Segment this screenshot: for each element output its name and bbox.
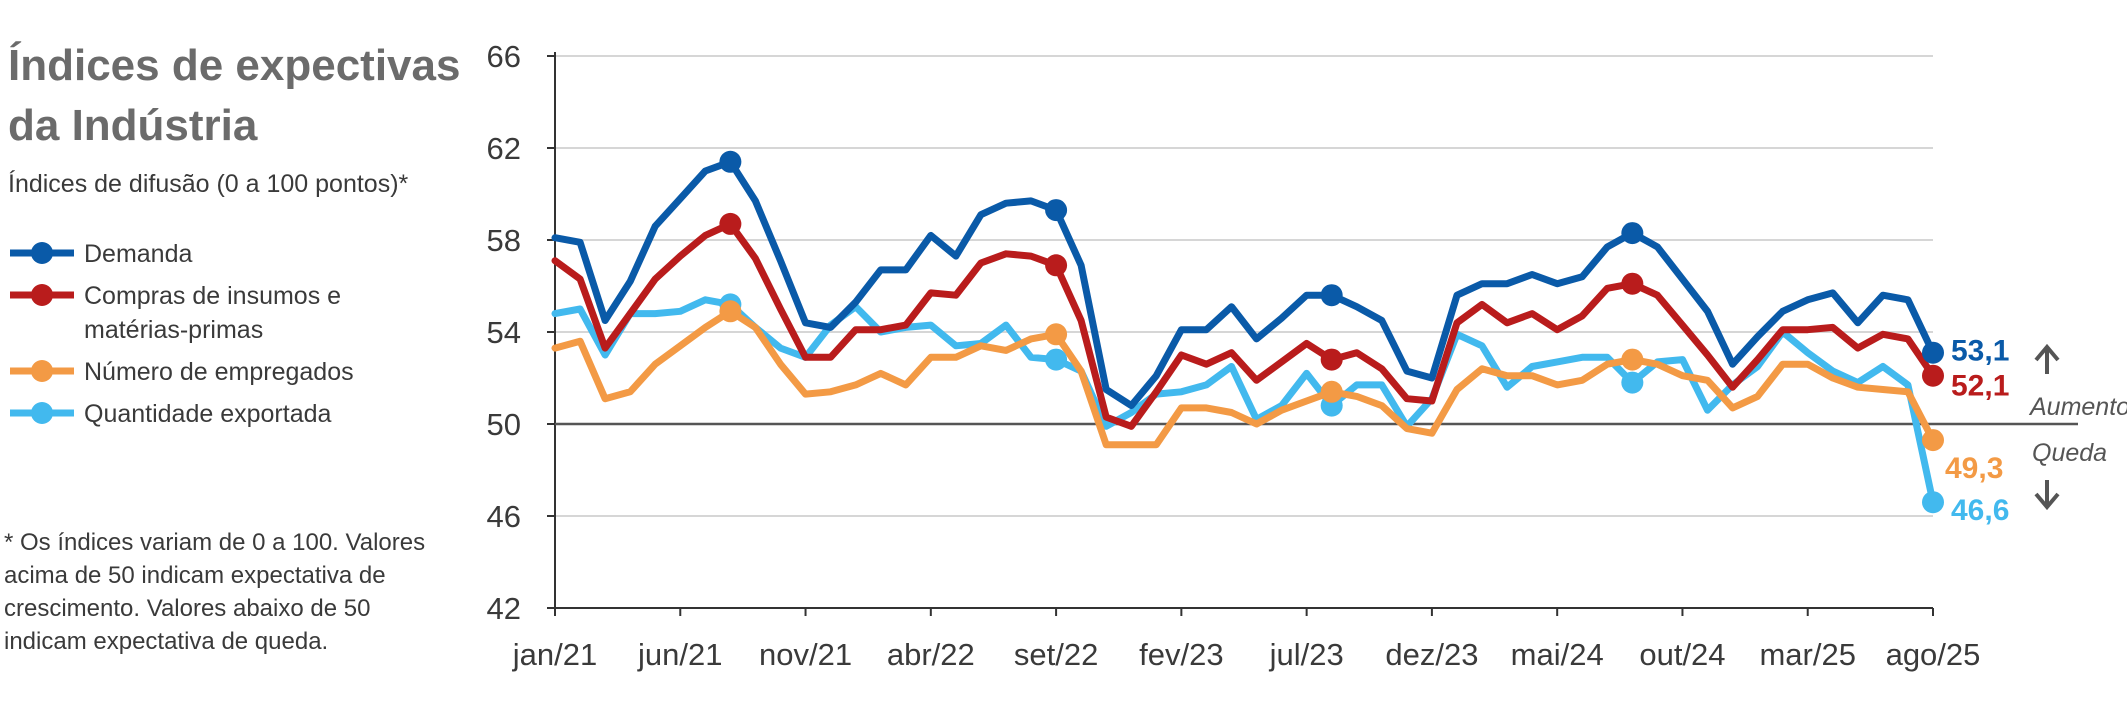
end-labels: 46,6 49,3 52,153,1 [1945, 335, 2009, 528]
series-marker-0 [1922, 341, 1944, 364]
y-tick-label: 46 [487, 499, 521, 534]
legend-label-empregados: Número de empregados [84, 358, 354, 386]
series-marker-3 [1621, 371, 1644, 394]
footnote-line-2: acima de 50 indicam expectativa de [4, 562, 386, 589]
end-label-0: 53,1 [1951, 335, 2009, 368]
x-tick-label: abr/22 [887, 637, 975, 672]
series-line-3 [551, 296, 1937, 506]
series-marker-1 [1320, 348, 1343, 371]
series-marker-2 [1922, 429, 1944, 452]
chart-title-line1: Índices de expectivas [8, 40, 460, 90]
legend-label-compras-line1: Compras de insumos e [84, 282, 341, 310]
y-tick-label: 42 [487, 591, 521, 626]
series-marker-0 [1045, 199, 1068, 222]
gridlines [555, 55, 1933, 517]
series-marker-2 [719, 300, 742, 323]
series-markers [719, 150, 1944, 514]
x-tick-label: mar/25 [1759, 637, 1855, 672]
footnote-line-3: crescimento. Valores abaixo de 50 [4, 595, 370, 622]
y-axis-ticks: 42 46 50 54 58 62 66 [487, 39, 555, 626]
series-marker-1 [1621, 272, 1644, 295]
footnote-line-4: indicam expectativa de queda. [4, 628, 328, 655]
y-tick-label: 58 [487, 223, 521, 258]
chart-title-line2: da Indústria [8, 101, 258, 150]
x-tick-label: jan/21 [512, 637, 597, 672]
x-tick-label: ago/25 [1886, 637, 1981, 672]
y-tick-label: 54 [487, 315, 521, 350]
legend-marker-compras [31, 284, 53, 306]
series-marker-0 [1621, 222, 1644, 245]
chart-subtitle: Índices de difusão (0 a 100 pontos)* [8, 169, 409, 198]
legend-label-compras-line2: matérias-primas [84, 316, 263, 344]
series-marker-3 [1045, 348, 1068, 371]
series-marker-2 [1320, 380, 1343, 403]
series-marker-0 [719, 150, 742, 173]
series-marker-3 [1922, 491, 1944, 514]
series-marker-2 [1621, 348, 1644, 371]
footnote: * Os índices variam de 0 a 100. Valores … [4, 529, 425, 655]
series-line-2 [551, 307, 1937, 449]
series-lines [551, 158, 1937, 506]
series-line-1 [551, 220, 1937, 430]
footnote-line-1: * Os índices variam de 0 a 100. Valores [4, 529, 425, 556]
zone-label-queda: Queda [2032, 439, 2107, 467]
end-label-2: 49,3 [1945, 452, 2003, 485]
x-axis-ticks: jan/21 jun/21 nov/21 abr/22 set/22 fev/23 jul/… [512, 608, 1981, 672]
series-marker-2 [1045, 323, 1068, 346]
legend-item-compras: Compras de insumos e matérias-primas [10, 282, 341, 344]
y-tick-label: 66 [487, 39, 521, 74]
arrow-up-icon [2034, 343, 2060, 374]
legend-marker-exportada [31, 402, 53, 424]
axes [554, 52, 2078, 609]
x-tick-label: jul/23 [1269, 637, 1344, 672]
x-tick-label: out/24 [1639, 637, 1725, 672]
series-marker-0 [1320, 284, 1343, 307]
zone-label-aumento: Aumento [2028, 393, 2127, 421]
series-marker-1 [719, 212, 742, 235]
y-tick-label: 50 [487, 407, 521, 442]
series-marker-1 [1045, 254, 1068, 277]
series-marker-1 [1922, 364, 1944, 387]
arrow-down-icon [2034, 480, 2060, 511]
x-tick-label: nov/21 [759, 637, 852, 672]
legend-marker-demanda [31, 242, 53, 264]
zone-annotation: Aumento Queda [2028, 343, 2127, 511]
legend-marker-empregados [31, 360, 53, 382]
legend-item-demanda: Demanda [10, 240, 192, 268]
x-tick-label: mai/24 [1511, 637, 1604, 672]
legend: Demanda Compras de insumos e matérias-pr… [10, 240, 354, 428]
x-tick-label: fev/23 [1139, 637, 1223, 672]
end-label-3: 46,6 [1951, 494, 2009, 527]
x-tick-label: jun/21 [637, 637, 722, 672]
series-line-0 [551, 158, 1937, 410]
legend-label-demanda: Demanda [84, 240, 192, 268]
y-tick-label: 62 [487, 131, 521, 166]
x-tick-label: set/22 [1014, 637, 1098, 672]
x-tick-label: dez/23 [1385, 637, 1478, 672]
legend-label-exportada: Quantidade exportada [84, 400, 332, 428]
legend-item-empregados: Número de empregados [10, 358, 354, 386]
end-label-1: 52,1 [1951, 370, 2009, 403]
legend-item-exportada: Quantidade exportada [10, 400, 332, 428]
